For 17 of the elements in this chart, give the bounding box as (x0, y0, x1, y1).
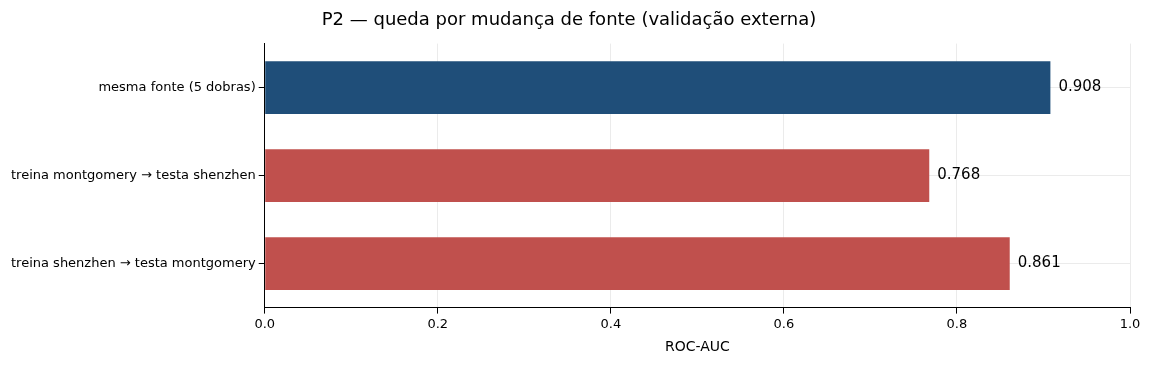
y-tick-label: treina shenzhen → testa montgomery (11, 254, 257, 270)
x-tick-label: 1.0 (1119, 315, 1141, 331)
x-tick-label: 0.8 (946, 315, 968, 331)
data-label: 0.908 (1058, 77, 1102, 96)
data-label: 0.861 (1017, 253, 1061, 272)
x-tick-label: 0.4 (600, 315, 622, 331)
chart-title: P2 — queda por mudança de fonte (validação externa) (321, 8, 817, 30)
x-tick-label: 0.2 (427, 315, 449, 331)
x-tick-label: 0.0 (254, 315, 276, 331)
bar (265, 237, 1010, 290)
y-tick-label: treina montgomery → testa shenzhen (11, 166, 256, 182)
y-tick-label: mesma fonte (5 dobras) (98, 78, 256, 94)
bar (265, 149, 930, 202)
x-tick-label: 0.6 (773, 315, 795, 331)
x-axis-title: ROC-AUC (664, 338, 731, 355)
bar (265, 61, 1051, 114)
data-label: 0.768 (937, 165, 981, 184)
